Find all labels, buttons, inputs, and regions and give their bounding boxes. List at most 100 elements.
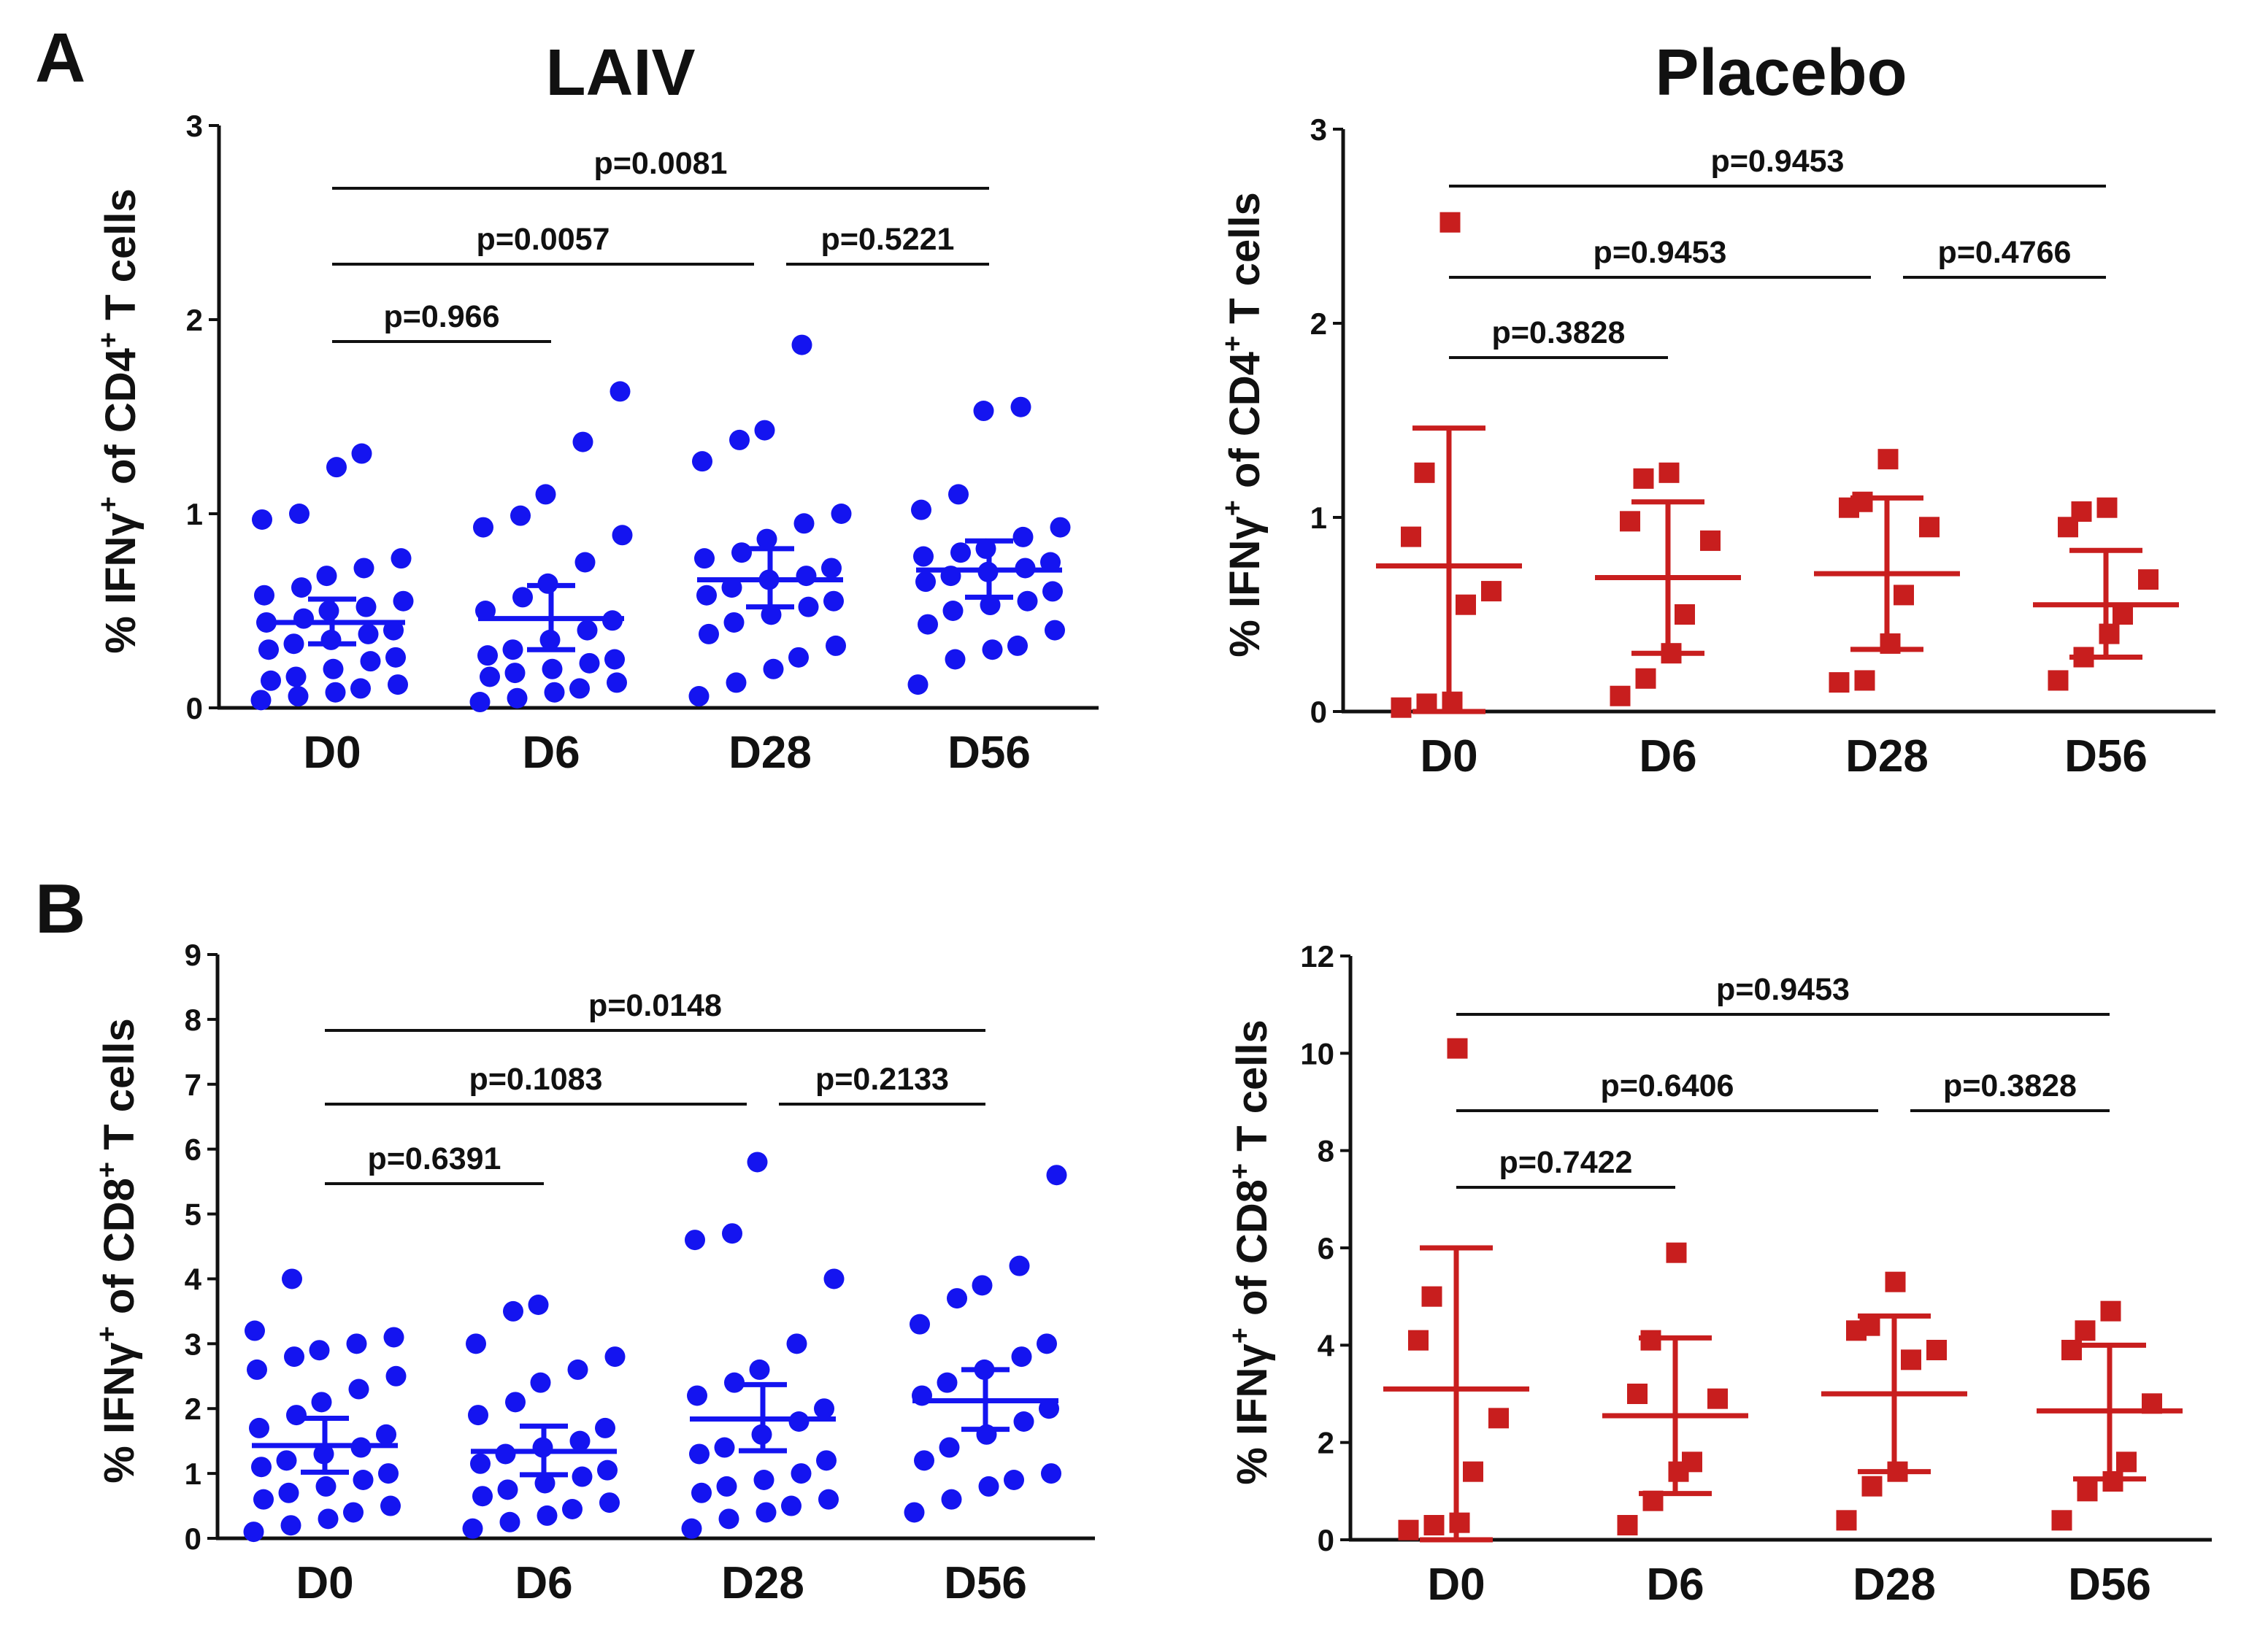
y-axis-label-superscript: + [1225, 1327, 1256, 1343]
data-point [826, 635, 846, 656]
data-point [537, 1505, 558, 1526]
data-point [309, 1340, 330, 1361]
data-point [910, 1314, 930, 1335]
comparison-p-value: p=0.9453 [1711, 144, 1845, 179]
data-point [982, 639, 1003, 660]
data-point [284, 1346, 304, 1368]
data-point [385, 647, 406, 668]
data-point [462, 1518, 483, 1539]
data-point [796, 566, 817, 587]
data-point [761, 604, 782, 625]
comparison-p-value: p=0.966 [384, 299, 500, 334]
data-point [495, 1443, 516, 1465]
x-tick-label-d6: D6 [1646, 1559, 1704, 1610]
y-tick-label: 9 [185, 938, 201, 972]
y-tick-label: 3 [186, 109, 203, 143]
y-axis-label: % IFNγ+ of CD8+ T cells [92, 1018, 143, 1483]
data-point [723, 612, 745, 633]
data-point [499, 1511, 520, 1532]
data-point [1682, 1451, 1702, 1473]
y-tick-label: 5 [185, 1198, 201, 1232]
y-axis-label-part: % IFNγ [1229, 1343, 1276, 1485]
data-point [918, 614, 938, 635]
y-axis-label-part: T cells [1221, 192, 1269, 336]
data-point [913, 546, 934, 567]
data-point [831, 504, 852, 524]
data-point [821, 558, 842, 579]
data-point [2116, 1451, 2137, 1473]
data-point [577, 620, 598, 641]
data-point [754, 420, 775, 441]
y-tick-label: 0 [1310, 695, 1327, 729]
data-point [258, 639, 279, 660]
y-tick-label: 12 [1300, 939, 1334, 973]
data-point [731, 542, 752, 563]
y-tick-label: 1 [1310, 501, 1327, 535]
data-point [544, 682, 565, 703]
data-point [972, 1275, 993, 1296]
data-point [291, 577, 312, 598]
data-point [788, 1411, 810, 1432]
comparison-p-value: p=0.1083 [469, 1062, 603, 1097]
title-placebo: Placebo [1655, 36, 1907, 109]
data-point [477, 645, 498, 666]
comparison-p-value: p=0.9453 [1594, 235, 1727, 270]
panel-label-a: A [35, 19, 85, 97]
data-point [1894, 585, 1914, 606]
y-axis-label-superscript: + [93, 496, 124, 512]
y-tick-label: 4 [1318, 1328, 1335, 1362]
data-point [504, 663, 526, 684]
data-point [469, 692, 491, 713]
data-point [1617, 1515, 1638, 1535]
data-point [1854, 670, 1875, 691]
panel-label-b: B [35, 870, 85, 948]
x-tick-label-d6: D6 [1639, 731, 1696, 782]
x-tick-label-d28: D28 [1853, 1559, 1936, 1610]
data-point [937, 1372, 958, 1393]
data-point [528, 1295, 549, 1315]
data-point [1633, 468, 1654, 489]
data-point [1009, 1255, 1030, 1276]
data-point [1829, 672, 1850, 693]
data-point [1010, 396, 1031, 417]
data-point [1011, 1346, 1032, 1368]
data-point [2138, 569, 2159, 590]
data-point [718, 1508, 739, 1530]
data-point [814, 1398, 834, 1419]
data-point [1488, 1408, 1509, 1429]
data-point [530, 1372, 551, 1393]
data-point [915, 571, 936, 593]
data-point [749, 1359, 770, 1380]
y-tick-label: 10 [1300, 1036, 1334, 1071]
y-axis-label-part: of CD8 [96, 1178, 143, 1326]
data-point [1017, 590, 1038, 612]
data-point [1442, 691, 1463, 712]
y-axis-label-superscript: + [93, 332, 124, 348]
data-point [1901, 1349, 1921, 1370]
y-tick-label: 1 [186, 497, 203, 531]
data-point [786, 1333, 807, 1354]
data-point [2071, 501, 2092, 523]
data-point [818, 1489, 839, 1510]
data-point [466, 1333, 486, 1354]
data-point [289, 504, 310, 524]
data-point [480, 666, 500, 687]
data-point [781, 1495, 802, 1516]
data-point [318, 601, 339, 621]
data-point [597, 1460, 618, 1481]
y-axis-label-superscript: + [92, 1326, 123, 1342]
comparison-p-value: p=0.6391 [368, 1141, 501, 1176]
comparison-p-value: p=0.3828 [1943, 1068, 2077, 1103]
data-point [716, 1476, 737, 1497]
data-point [791, 1463, 812, 1484]
data-point [941, 1489, 962, 1510]
data-point [2051, 1510, 2072, 1531]
data-point [360, 651, 381, 672]
data-point [282, 1268, 302, 1289]
data-point [791, 334, 812, 355]
data-point [315, 1476, 337, 1497]
x-tick-label-d0: D0 [1427, 1559, 1485, 1610]
data-point [380, 1495, 401, 1516]
